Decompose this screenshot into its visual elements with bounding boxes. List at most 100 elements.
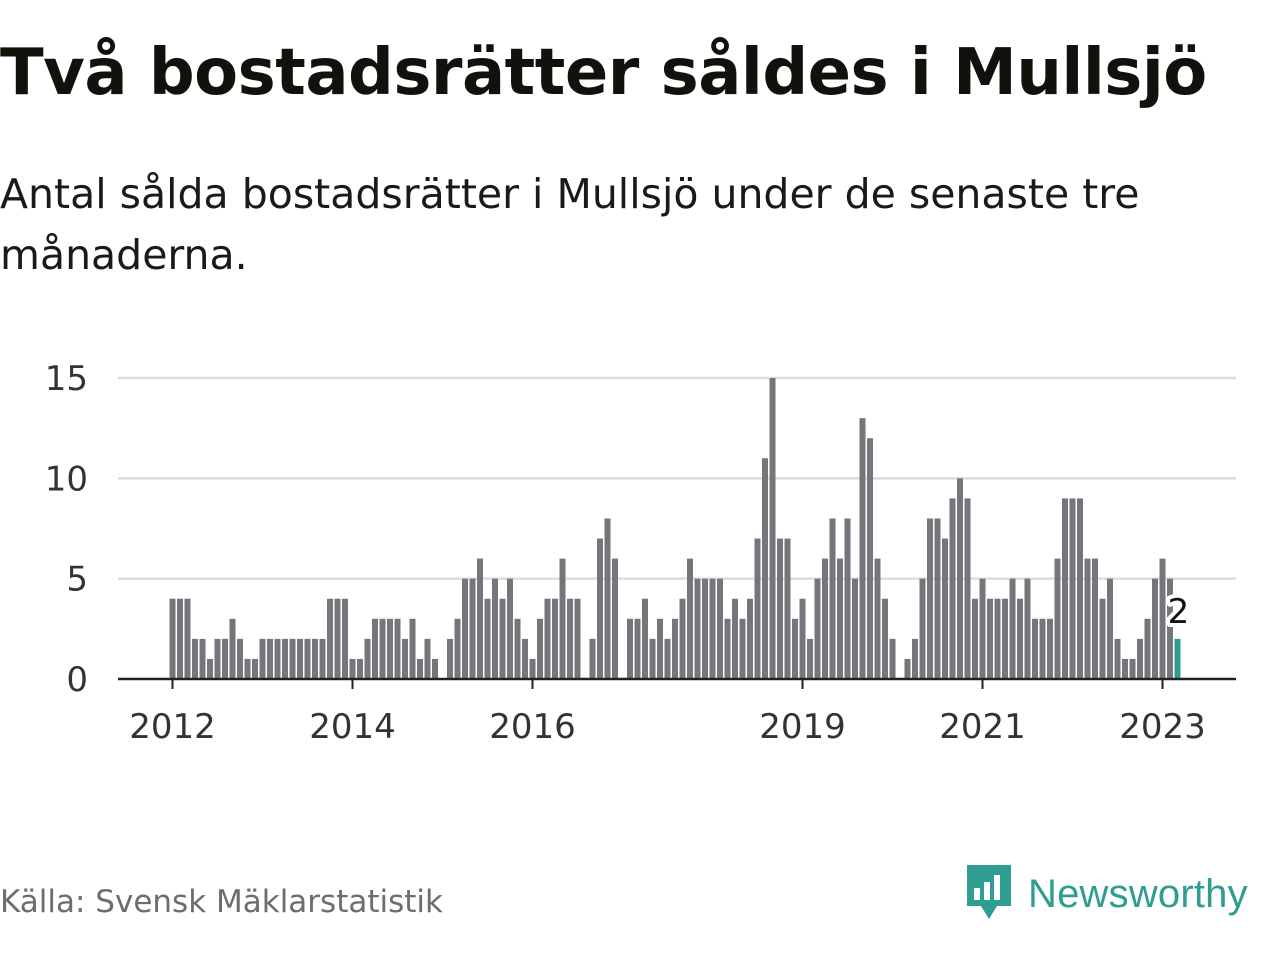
bar bbox=[259, 638, 266, 679]
bar bbox=[964, 498, 971, 679]
label-layer: 2 bbox=[1164, 588, 1194, 636]
bar bbox=[499, 598, 506, 679]
bar bbox=[1047, 618, 1053, 679]
bar bbox=[672, 618, 678, 679]
y-tick-label: 5 bbox=[66, 560, 88, 600]
bar bbox=[784, 538, 791, 679]
bar bbox=[874, 558, 881, 679]
y-tick-label: 0 bbox=[66, 660, 88, 700]
bar bbox=[192, 638, 198, 679]
bars-layer bbox=[169, 378, 1181, 679]
bar bbox=[724, 618, 731, 679]
bar bbox=[754, 538, 761, 679]
bar bbox=[1167, 578, 1173, 679]
bar bbox=[222, 638, 228, 679]
bar bbox=[904, 658, 911, 679]
bar bbox=[394, 618, 401, 679]
bar bbox=[814, 578, 821, 679]
bar bbox=[972, 598, 978, 679]
bar bbox=[387, 618, 393, 679]
bar bbox=[1159, 558, 1166, 679]
bar bbox=[484, 598, 491, 679]
bar bbox=[889, 638, 896, 679]
bar bbox=[747, 598, 753, 679]
bar bbox=[927, 518, 933, 679]
bar bbox=[1099, 598, 1106, 679]
bar bbox=[664, 638, 671, 679]
grid-layer bbox=[118, 376, 1236, 580]
bar bbox=[949, 498, 956, 679]
bar bbox=[349, 658, 356, 679]
bar bbox=[552, 598, 558, 679]
bar bbox=[289, 638, 296, 679]
bar bbox=[859, 418, 866, 679]
bar bbox=[379, 618, 386, 679]
bar bbox=[304, 638, 311, 679]
bar bbox=[424, 638, 431, 679]
bar bbox=[597, 538, 603, 679]
bar bbox=[454, 618, 461, 679]
bar bbox=[739, 618, 746, 679]
bar bbox=[837, 558, 843, 679]
bar bbox=[612, 558, 618, 679]
bar bbox=[942, 538, 948, 679]
bar bbox=[829, 518, 836, 679]
bar bbox=[867, 438, 873, 679]
bar bbox=[402, 638, 408, 679]
bar bbox=[822, 558, 828, 679]
bar bbox=[589, 638, 596, 679]
bar bbox=[342, 598, 348, 679]
bar-chart: 0 5 10 15 2012 2014 2016 2019 2021 2023 2 bbox=[45, 359, 1236, 747]
x-tick-label: 2012 bbox=[129, 707, 216, 747]
bar bbox=[432, 658, 438, 679]
bar bbox=[282, 638, 288, 679]
bar bbox=[267, 638, 273, 679]
bar bbox=[492, 578, 498, 679]
bar bbox=[792, 618, 798, 679]
bar bbox=[1144, 618, 1151, 679]
bar bbox=[852, 578, 858, 679]
bar bbox=[469, 578, 476, 679]
bar bbox=[702, 578, 708, 679]
bar bbox=[1092, 558, 1098, 679]
bar bbox=[177, 598, 183, 679]
bar bbox=[319, 638, 326, 679]
x-tick-label: 2023 bbox=[1119, 707, 1206, 747]
bar bbox=[229, 618, 236, 679]
bar bbox=[934, 518, 941, 679]
bar bbox=[477, 558, 483, 679]
bar bbox=[657, 618, 663, 679]
bar bbox=[334, 598, 341, 679]
bar bbox=[882, 598, 888, 679]
bar bbox=[462, 578, 468, 679]
x-tick-label: 2019 bbox=[759, 707, 846, 747]
newsworthy-logo[interactable]: Newsworthy bbox=[964, 862, 1248, 926]
bar bbox=[844, 518, 851, 679]
bar bbox=[649, 638, 656, 679]
bar-highlight bbox=[1174, 638, 1181, 679]
bar bbox=[544, 598, 551, 679]
bar bbox=[979, 578, 986, 679]
axis-layer: 0 5 10 15 2012 2014 2016 2019 2021 2023 bbox=[45, 359, 1236, 747]
chart-title: Två bostadsrätter såldes i Mullsjö bbox=[0, 36, 1207, 110]
bar bbox=[244, 658, 251, 679]
bar bbox=[1114, 638, 1121, 679]
bar bbox=[1129, 658, 1136, 679]
bar bbox=[1009, 578, 1016, 679]
bar bbox=[627, 618, 633, 679]
bar bbox=[1017, 598, 1023, 679]
brand-name: Newsworthy bbox=[1028, 871, 1248, 916]
bar bbox=[364, 638, 371, 679]
bar bbox=[777, 538, 783, 679]
bar bbox=[574, 598, 581, 679]
x-tick-label: 2016 bbox=[489, 707, 576, 747]
bar bbox=[297, 638, 303, 679]
y-tick-label: 15 bbox=[45, 359, 88, 399]
bar bbox=[1107, 578, 1113, 679]
bar bbox=[642, 598, 648, 679]
highlight-value-label: 2 bbox=[1168, 592, 1190, 632]
bar bbox=[372, 618, 378, 679]
bar bbox=[537, 618, 543, 679]
bar bbox=[717, 578, 723, 679]
bar bbox=[312, 638, 318, 679]
